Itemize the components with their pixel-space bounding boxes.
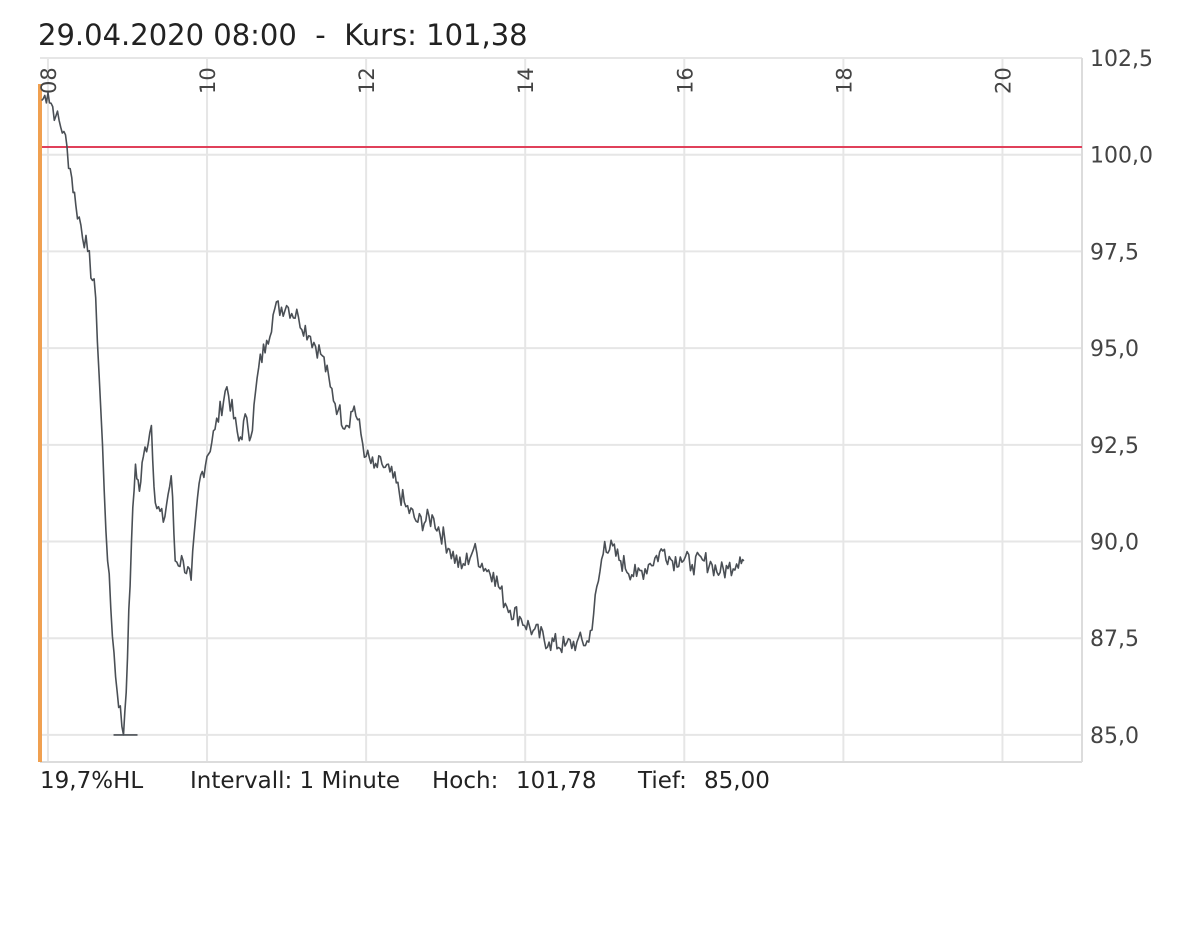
chart-footer: 19,7%HL Intervall: 1 Minute Hoch: 101,78… [40, 768, 770, 950]
y-tick-label: 95,0 [1090, 337, 1139, 362]
axes [40, 58, 1083, 763]
series-layer [38, 84, 1082, 762]
y-tick-label: 97,5 [1090, 240, 1139, 265]
x-tick-label: 16 [673, 67, 697, 94]
y-tick-label: 100,0 [1090, 144, 1153, 169]
range-percent: 19,7%HL [40, 768, 144, 794]
x-tick-label: 10 [196, 67, 220, 94]
x-tick-label: 14 [514, 67, 538, 94]
x-tick-label: 08 [37, 67, 61, 94]
grid [40, 57, 1082, 762]
chart-header: 29.04.2020 08:00 - Kurs: 101,38 [38, 18, 528, 52]
high-value: 101,78 [516, 768, 597, 794]
x-tick-label: 20 [991, 67, 1015, 94]
date-label: 29.04.2020 08:00 [38, 18, 297, 52]
header-separator: - [296, 18, 345, 52]
x-tick-label: 12 [355, 67, 379, 94]
price-chart: 85,0 87,5 90,0 92,5 95,0 97,5 100,0 102,5 08 10 12… [37, 47, 1153, 763]
y-tick-label: 92,5 [1090, 434, 1139, 459]
y-tick-label: 90,0 [1090, 531, 1139, 556]
low-label: Tief: [638, 768, 687, 794]
y-tick-label: 85,0 [1090, 724, 1139, 749]
interval-label: Intervall: 1 Minute [190, 768, 401, 794]
y-tick-label: 87,5 [1090, 627, 1139, 652]
tick-labels: 85,0 87,5 90,0 92,5 95,0 97,5 100,0 102,5 08 10 12… [37, 47, 1153, 749]
x-tick-label: 18 [832, 67, 856, 94]
price-label: Kurs: 101,38 [344, 18, 528, 52]
price-series-line [41, 92, 745, 736]
y-tick-label: 102,5 [1090, 47, 1153, 72]
low-value: 85,00 [704, 768, 770, 794]
high-label: Hoch: [432, 768, 499, 794]
